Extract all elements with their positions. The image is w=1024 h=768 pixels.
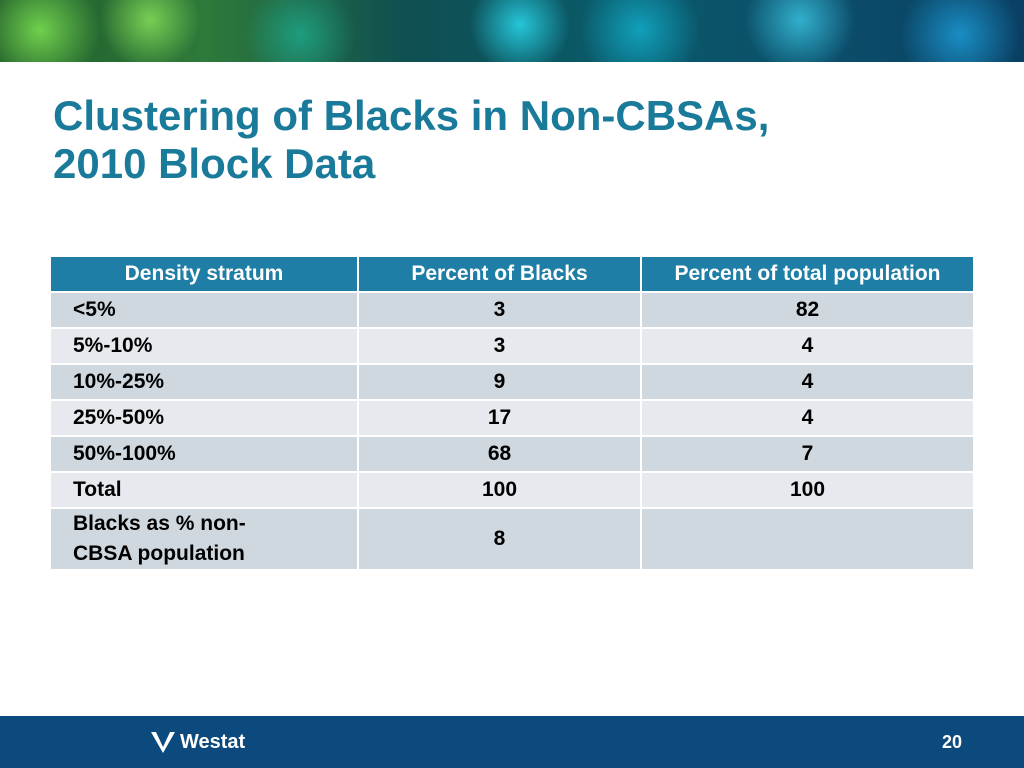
stratum-cell-line-1: Blacks as % non- [73,512,246,535]
data-table: Density stratum Percent of Blacks Percen… [51,257,973,571]
table-row: <5% 3 82 [51,292,973,329]
pct-total-cell: 7 [641,436,973,473]
header-density-stratum: Density stratum [51,257,359,293]
header-percent-of-total-population: Percent of total population [641,257,973,293]
decorative-banner [0,0,1024,62]
stratum-cell: 5%-10% [51,328,359,365]
pct-blacks-cell: 17 [358,400,642,437]
page-number: 20 [941,732,962,752]
pct-total-cell: 4 [641,400,973,437]
stratum-cell: 25%-50% [51,400,359,437]
westat-logo-icon [151,732,175,753]
title-line-2: 2010 Block Data [53,140,376,187]
table-row: Total 100 100 [51,472,973,509]
table-row: 10%-25% 9 4 [51,364,973,401]
pct-total-cell: 82 [641,292,973,329]
stratum-cell: <5% [51,292,359,329]
header-percent-of-blacks: Percent of Blacks [358,257,642,293]
westat-logo: Westat [150,730,245,754]
table-row: 25%-50% 17 4 [51,400,973,437]
pct-total-cell: 4 [641,328,973,365]
stratum-cell: 50%-100% [51,436,359,473]
title-line-1: Clustering of Blacks in Non-CBSAs, [53,92,770,139]
stratum-cell: Total [51,472,359,509]
slide-title: Clustering of Blacks in Non-CBSAs, 2010 … [53,92,973,188]
pct-blacks-cell: 8 [358,508,642,571]
pct-blacks-cell: 100 [358,472,642,509]
table-row: 5%-10% 3 4 [51,328,973,365]
stratum-cell-line-2: CBSA population [73,542,245,565]
table-row: 50%-100% 68 7 [51,436,973,473]
pct-blacks-cell: 9 [358,364,642,401]
logo-text: Westat [180,730,246,753]
pct-blacks-cell: 68 [358,436,642,473]
table-row: Blacks as % non- CBSA population 8 [51,508,973,571]
pct-total-cell: 4 [641,364,973,401]
pct-total-cell: 100 [641,472,973,509]
pct-total-cell [641,508,973,571]
pct-blacks-cell: 3 [358,292,642,329]
stratum-cell: 10%-25% [51,364,359,401]
table-header-row: Density stratum Percent of Blacks Percen… [51,257,973,293]
stratum-cell: Blacks as % non- CBSA population [51,508,359,571]
pct-blacks-cell: 3 [358,328,642,365]
footer-bar: Westat 20 [0,716,1024,768]
